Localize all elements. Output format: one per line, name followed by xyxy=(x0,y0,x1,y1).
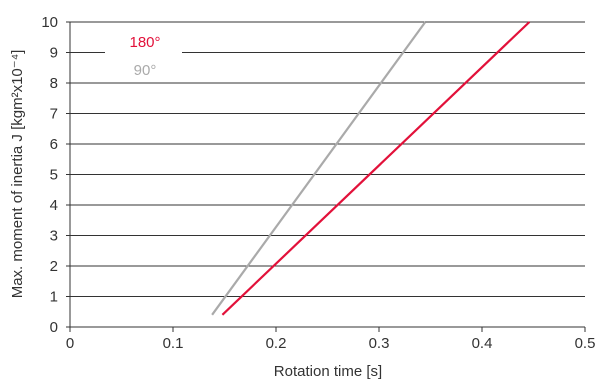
x-tick-label-0.4: 0.4 xyxy=(472,335,493,352)
tick-labels: 0 0.1 0.2 0.3 0.4 0.5 0 1 2 3 4 5 6 7 8 9 10 xyxy=(41,14,595,352)
x-axis-title: Rotation time [s] xyxy=(274,363,382,380)
legend-label-90: 90° xyxy=(134,62,157,79)
legend-label-180: 180° xyxy=(129,34,160,51)
x-tick-label-0.5: 0.5 xyxy=(575,335,596,352)
y-tick-label-9: 9 xyxy=(50,45,58,62)
series-line-180 xyxy=(221,21,531,316)
axes xyxy=(66,21,586,332)
grid-layer xyxy=(70,21,585,297)
y-tick-label-10: 10 xyxy=(41,14,58,31)
y-tick-label-5: 5 xyxy=(50,167,58,184)
y-tick-label-4: 4 xyxy=(50,197,58,214)
y-tick-label-7: 7 xyxy=(50,106,58,123)
x-tick-label-0.1: 0.1 xyxy=(163,335,184,352)
y-axis-title: Max. moment of inertia J [kgm²x10⁻⁴] xyxy=(9,50,26,299)
y-tick-label-2: 2 xyxy=(50,258,58,275)
y-tick-label-8: 8 xyxy=(50,75,58,92)
y-tick-label-0: 0 xyxy=(50,319,58,336)
x-tick-label-0: 0 xyxy=(66,335,74,352)
y-tick-label-3: 3 xyxy=(50,228,58,245)
x-tick-label-0.2: 0.2 xyxy=(266,335,287,352)
y-tick-label-1: 1 xyxy=(50,289,58,306)
legend: 180° 90° xyxy=(129,34,160,79)
series-line-90 xyxy=(211,21,427,316)
y-tick-label-6: 6 xyxy=(50,136,58,153)
x-tick-label-0.3: 0.3 xyxy=(369,335,390,352)
series-layer xyxy=(211,21,531,316)
